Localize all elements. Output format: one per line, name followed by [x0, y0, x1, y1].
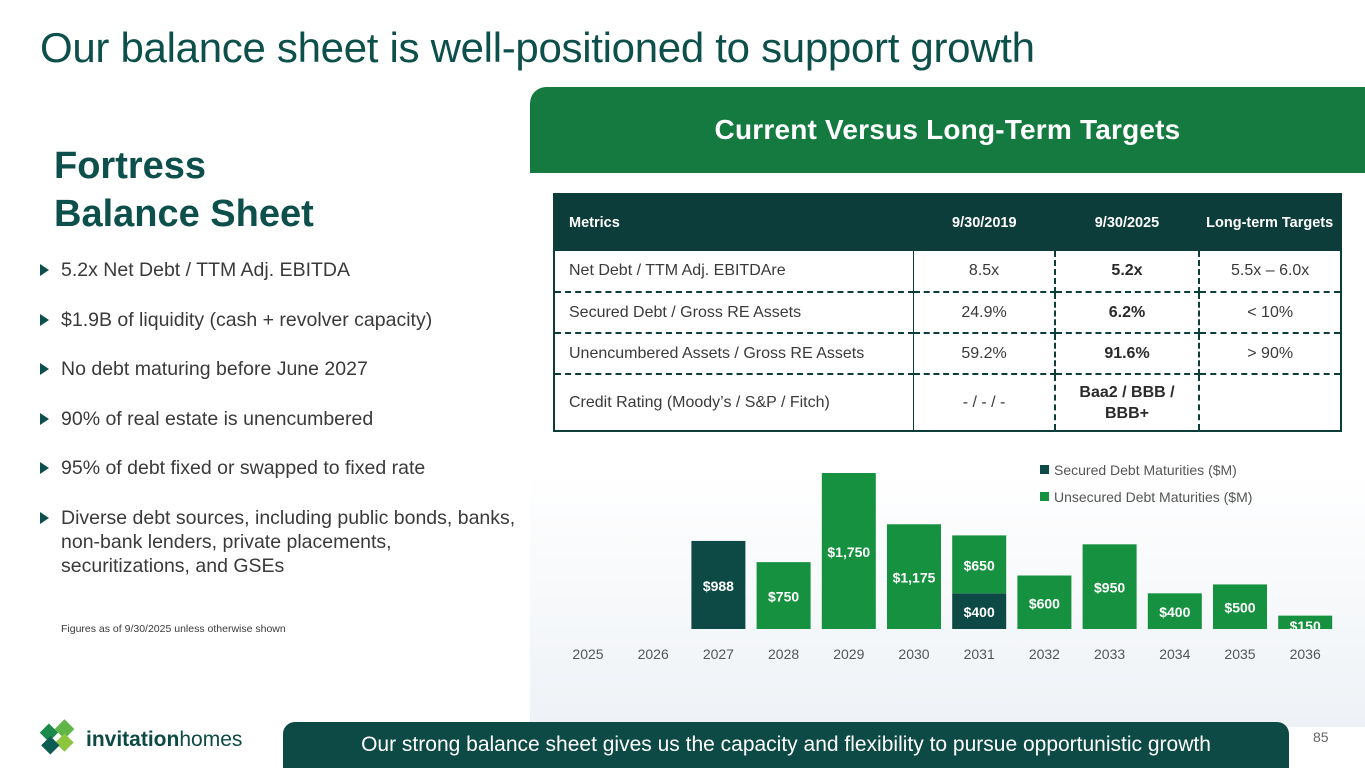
bullet-list: 5.2x Net Debt / TTM Adj. EBITDA $1.9B of… — [40, 258, 520, 603]
x-tick-label: 2036 — [1290, 646, 1321, 662]
unsecured-bar-label: $650 — [964, 557, 995, 573]
unsecured-bar-label: $750 — [768, 589, 799, 605]
page-title: Our balance sheet is well-positioned to … — [40, 24, 1035, 71]
x-tick-label: 2027 — [703, 646, 734, 662]
unsecured-bar — [1147, 593, 1202, 629]
logo-text: invitationhomes — [86, 728, 242, 751]
metric-2019: 24.9% — [913, 292, 1056, 334]
legend-label: Secured Debt Maturities ($M) — [1054, 462, 1237, 478]
x-tick-label: 2033 — [1094, 646, 1125, 662]
table-row: Secured Debt / Gross RE Assets 24.9% 6.2… — [554, 292, 1341, 334]
logo-mark-icon: invitationhomes — [39, 719, 242, 755]
unsecured-bar — [1017, 575, 1072, 629]
table-row: Credit Rating (Moody’s / S&P / Fitch) - … — [554, 374, 1341, 431]
invitation-homes-logo: invitationhomes — [34, 717, 264, 761]
triangle-bullet-icon — [40, 264, 49, 276]
x-tick-label: 2035 — [1224, 646, 1255, 662]
column-header-2025: 9/30/2025 — [1054, 194, 1200, 251]
legend-swatch — [1040, 492, 1049, 501]
metric-2019: 8.5x — [913, 251, 1056, 293]
footnote: Figures as of 9/30/2025 unless otherwise… — [61, 623, 286, 635]
metric-name: Unencumbered Assets / Gross RE Assets — [554, 333, 915, 375]
triangle-bullet-icon — [40, 313, 49, 326]
unsecured-bar — [952, 535, 1007, 594]
triangle-bullet-icon — [40, 462, 49, 474]
unsecured-bar-label: $1,175 — [893, 570, 936, 586]
panel-header-title: Current Versus Long-Term Targets — [714, 114, 1181, 145]
x-tick-label: 2028 — [768, 646, 799, 662]
unsecured-bar-label: $400 — [1159, 604, 1190, 620]
legend-label: Unsecured Debt Maturities ($M) — [1054, 489, 1252, 505]
debt-maturity-chart: 2025 2026 $988 2027 $750 2028 $1,750 2029 $1,175… — [572, 462, 1333, 662]
secured-bar — [691, 540, 746, 629]
metric-target: 5.5x – 6.0x — [1199, 251, 1341, 293]
unsecured-bar — [756, 562, 811, 629]
column-header-2019: 9/30/2019 — [913, 194, 1055, 251]
footer-banner-text: Our strong balance sheet gives us the ca… — [361, 733, 1211, 756]
bullet-item: 90% of real estate is unencumbered — [40, 407, 520, 431]
x-tick-label: 2026 — [638, 646, 669, 662]
metric-2025: 91.6% — [1054, 333, 1201, 375]
unsecured-bar-label: $1,750 — [827, 544, 870, 560]
column-header-metrics: Metrics — [554, 194, 914, 251]
x-tick-label: 2025 — [572, 646, 603, 662]
metric-2025: 5.2x — [1054, 251, 1201, 293]
triangle-bullet-icon — [40, 511, 49, 524]
unsecured-bar-label: $600 — [1029, 595, 1060, 611]
metric-2019: - / - / - — [913, 374, 1056, 431]
bullet-item: Diverse debt sources, including public b… — [40, 506, 520, 578]
triangle-bullet-icon — [40, 363, 49, 375]
x-tick-label: 2030 — [898, 646, 929, 662]
x-tick-label: 2032 — [1029, 646, 1060, 662]
section-heading-line2: Balance Sheet — [54, 193, 314, 235]
bullet-text: No debt maturing before June 2027 — [61, 358, 368, 380]
unsecured-bar — [887, 524, 941, 629]
unsecured-bar-label: $150 — [1290, 618, 1321, 634]
metric-target — [1199, 374, 1341, 431]
metric-name: Secured Debt / Gross RE Assets — [554, 292, 915, 334]
x-tick-label: 2034 — [1159, 646, 1190, 662]
unsecured-bar — [1213, 584, 1267, 629]
column-header-targets: Long-term Targets — [1199, 194, 1341, 251]
bullet-item: 95% of debt fixed or swapped to fixed ra… — [40, 456, 520, 480]
legend-swatch — [1040, 465, 1049, 474]
metric-name: Credit Rating (Moody’s / S&P / Fitch) — [554, 374, 915, 431]
bullet-item: 5.2x Net Debt / TTM Adj. EBITDA — [40, 258, 520, 282]
metric-target: > 90% — [1199, 333, 1341, 375]
section-heading: Fortress Balance Sheet — [54, 142, 314, 238]
panel-header: Current Versus Long-Term Targets — [530, 87, 1365, 173]
secured-bar-label: $400 — [964, 604, 995, 620]
x-tick-label: 2031 — [964, 646, 995, 662]
bullet-text: 90% of real estate is unencumbered — [61, 407, 374, 430]
table-header-row: Metrics 9/30/2019 9/30/2025 Long-term Ta… — [554, 194, 1341, 251]
metric-2025: Baa2 / BBB / BBB+ — [1054, 374, 1201, 431]
bullet-text: $1.9B of liquidity (cash + revolver capa… — [61, 308, 433, 331]
unsecured-bar-label: $950 — [1094, 580, 1125, 596]
metric-2025: 6.2% — [1054, 292, 1201, 334]
table-row: Unencumbered Assets / Gross RE Assets 59… — [554, 333, 1341, 375]
unsecured-bar — [821, 473, 876, 629]
bullet-text: Diverse debt sources, including public b… — [61, 506, 516, 577]
metric-name: Net Debt / TTM Adj. EBITDAre — [554, 251, 915, 293]
page-number: 85 — [1313, 729, 1329, 745]
unsecured-bar-label: $500 — [1224, 600, 1255, 616]
x-tick-label: 2029 — [833, 646, 864, 662]
bullet-text: 5.2x Net Debt / TTM Adj. EBITDA — [61, 259, 350, 281]
unsecured-bar — [1082, 544, 1137, 629]
bullet-item: $1.9B of liquidity (cash + revolver capa… — [40, 308, 520, 332]
bullet-item: No debt maturing before June 2027 — [40, 357, 520, 381]
metrics-table: Metrics 9/30/2019 9/30/2025 Long-term Ta… — [553, 193, 1342, 432]
secured-bar — [952, 593, 1007, 629]
metric-target: < 10% — [1199, 292, 1341, 334]
metric-2019: 59.2% — [913, 333, 1056, 375]
section-heading-line1: Fortress — [54, 145, 207, 187]
table-row: Net Debt / TTM Adj. EBITDAre 8.5x 5.2x 5… — [554, 251, 1341, 293]
bullet-text: 95% of debt fixed or swapped to fixed ra… — [61, 457, 426, 479]
unsecured-bar — [1278, 615, 1333, 629]
secured-bar-label: $988 — [703, 578, 734, 594]
footer-banner: Our strong balance sheet gives us the ca… — [283, 722, 1289, 768]
triangle-bullet-icon — [40, 412, 49, 425]
